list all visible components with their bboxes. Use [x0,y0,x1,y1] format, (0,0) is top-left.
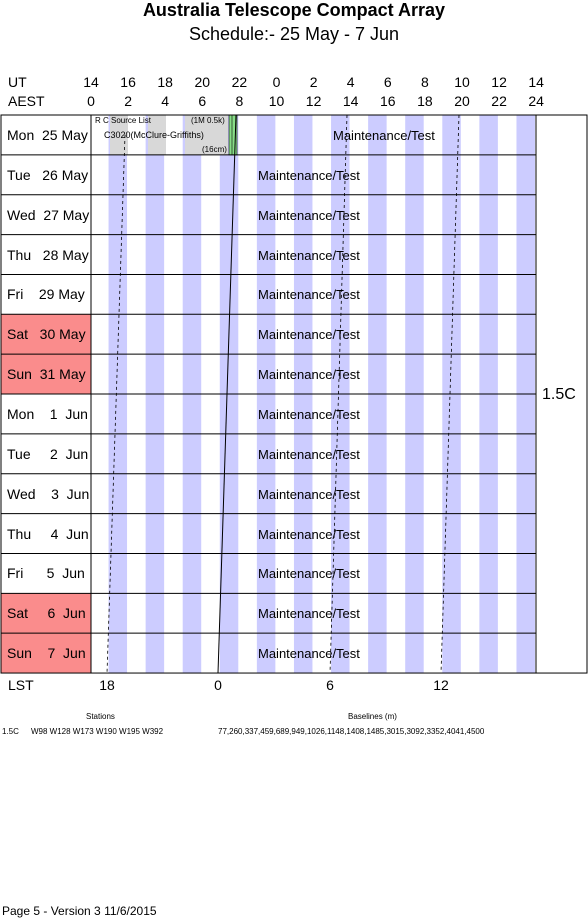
aest-tick: 16 [380,93,396,109]
aest-tick: 4 [161,93,170,109]
activity-label: Maintenance/Test [258,407,360,423]
aest-tick: 6 [198,93,207,109]
day-label: Fri 29 May [7,286,85,303]
aest-label: AEST [8,93,45,109]
activity-label: Maintenance/Test [258,486,360,502]
aest-tick: 8 [235,93,244,109]
schedule-grid [0,114,588,674]
ut-tick: 22 [231,74,248,90]
page-subtitle: Schedule:- 25 May - 7 Jun [188,24,400,44]
ut-tick: 12 [491,74,507,90]
lst-tick: 6 [326,677,334,693]
activity-label: Maintenance/Test [258,526,360,542]
ut-tick: 20 [194,74,211,90]
ut-tick: 14 [83,74,99,90]
activity-label: Maintenance/Test [258,287,360,303]
aest-tick: 10 [268,93,285,109]
ut-tick: 0 [272,74,281,90]
lst-label: LST [8,677,34,693]
lst-tick: 0 [214,677,222,693]
ut-tick: 16 [120,74,136,90]
activity-label: Maintenance/Test [258,367,360,383]
page-title: Australia Telescope Compact Array [142,0,446,20]
activity-label: Maintenance/Test [258,327,360,343]
config-label: 1.5C [542,386,576,403]
activity-label: Maintenance/Test [258,606,360,622]
lst-tick: 12 [433,677,449,693]
day-label: Tue 26 May [7,166,89,183]
day-label: Sat 30 May [7,326,86,343]
activity-label: Maintenance/Test [258,566,360,582]
stations-heading: Stations [86,712,115,721]
ut-tick: 18 [157,74,173,90]
stations-list: W98 W128 W173 W190 W195 W392 [31,727,164,736]
ut-tick: 8 [420,74,429,90]
project-label: C3020(McClure-Griffiths) [104,130,204,140]
ut-tick: 10 [454,74,470,90]
activity-label: Maintenance/Test [258,207,360,223]
project-block-2 [185,115,228,155]
weekend-cell [1,633,91,674]
aest-tick: 18 [417,93,433,109]
day-label: Mon 25 May [7,127,88,143]
aest-tick: 2 [124,93,132,109]
aest-tick: 0 [87,93,95,109]
day-label: Wed 3 Jun [7,485,90,502]
weekend-cell [1,593,91,634]
weekend-cell [1,314,91,355]
baselines-list: 77,260,337,459,689,949,1026,1148,1408,14… [218,727,485,736]
aest-tick: 20 [454,93,470,109]
footer-version: Page 5 - Version 3 11/6/2015 [2,904,157,918]
baselines-heading: Baselines (m) [348,712,397,721]
ut-tick: 6 [383,74,392,90]
aest-tick: 14 [342,93,359,109]
freq-label: (1M 0.5k) [191,116,225,125]
activity-label: Maintenance/Test [333,128,435,143]
rc-source-block [110,115,128,155]
aest-tick: 24 [528,93,544,109]
activity-label: Maintenance/Test [258,646,360,662]
ut-tick: 14 [528,74,544,90]
aest-tick: 12 [305,93,322,109]
activity-label: Maintenance/Test [258,446,360,462]
day-label: Mon 1 Jun [7,406,88,423]
rc-source-list-label: R C Source List [95,116,152,125]
activity-label: Maintenance/Test [258,167,360,183]
day-label: Tue 2 Jun [7,445,89,462]
day-label: Sat 6 Jun [7,605,86,622]
array-config-name: 1.5C [2,727,19,736]
day-label: Wed 27 May [7,206,90,223]
band-label: (16cm) [202,145,227,154]
lst-tick: 18 [99,677,115,693]
day-label: Sun 7 Jun [7,645,86,662]
ut-label: UT [8,74,27,90]
day-label: Thu 28 May [7,246,89,263]
day-label: Fri 5 Jun [7,565,85,582]
day-label: Sun 31 May [7,366,86,383]
day-label: Thu 4 Jun [7,525,89,542]
ut-tick: 4 [346,74,355,90]
activity-label: Maintenance/Test [258,247,360,263]
ut-tick: 2 [309,74,318,90]
aest-tick: 22 [491,93,507,109]
project-block [148,115,166,155]
weekend-cell [1,354,91,395]
